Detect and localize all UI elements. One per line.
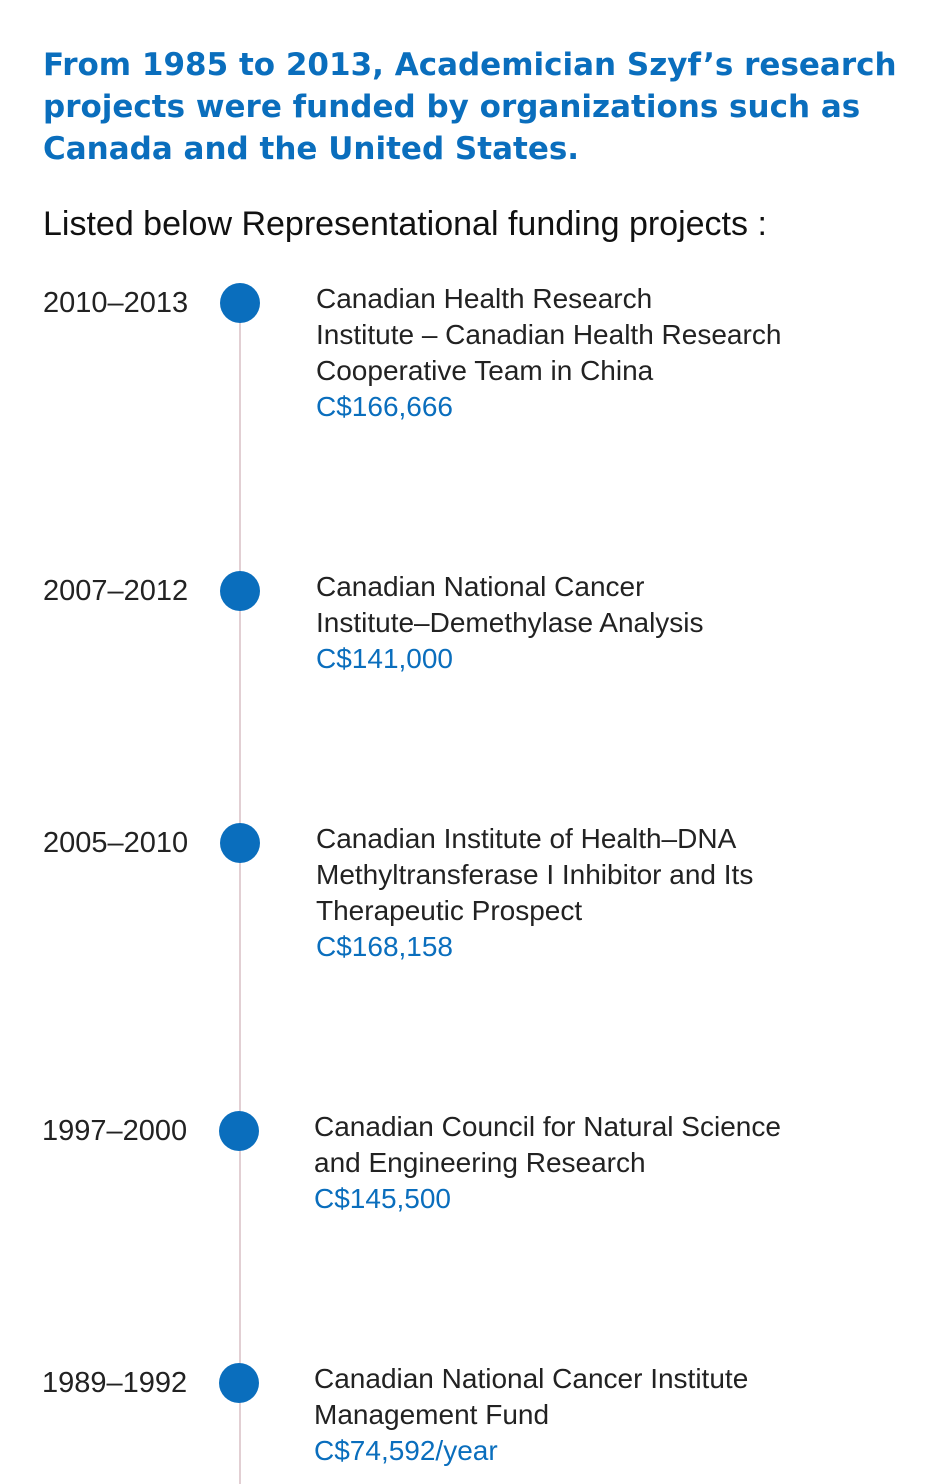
entry-organization: Canadian Institute of Health–DNA Methylt… [316,823,754,926]
timeline-dot-icon [220,283,260,323]
timeline-dot-icon [219,1363,259,1403]
entry-organization: Canadian Council for Natural Science and… [314,1111,781,1178]
timeline-line [239,302,241,1484]
entry-years: 2005–2010 [43,827,189,859]
entry-amount: C$168,158 [316,931,454,962]
entry-details: Canadian National Cancer Institute–Demet… [316,569,896,677]
entry-organization: Canadian National Cancer Institute–Demet… [316,571,704,638]
entry-amount: C$166,666 [316,391,454,422]
timeline-dot-icon [219,1111,259,1151]
entry-years: 2007–2012 [43,575,189,607]
page-headline: From 1985 to 2013, Academician Szyf’s re… [43,47,897,167]
entry-amount: C$145,500 [314,1183,452,1214]
entry-organization: Canadian Health Research Institute – Can… [316,283,782,386]
entry-amount: C$74,592/year [314,1435,498,1466]
entry-years: 1997–2000 [42,1115,188,1147]
entry-details: Canadian Institute of Health–DNA Methylt… [316,821,896,965]
timeline-dot-icon [220,823,260,863]
entry-years: 2010–2013 [43,287,189,319]
entry-years: 1989–1992 [42,1367,188,1399]
entry-organization: Canadian National Cancer Institute Manag… [314,1363,749,1430]
entry-details: Canadian National Cancer Institute Manag… [314,1361,894,1469]
entry-amount: C$141,000 [316,643,454,674]
entry-details: Canadian Council for Natural Science and… [314,1109,894,1217]
entry-details: Canadian Health Research Institute – Can… [316,281,896,425]
timeline-dot-icon [220,571,260,611]
section-subheading: Listed below Representational funding pr… [43,205,767,243]
